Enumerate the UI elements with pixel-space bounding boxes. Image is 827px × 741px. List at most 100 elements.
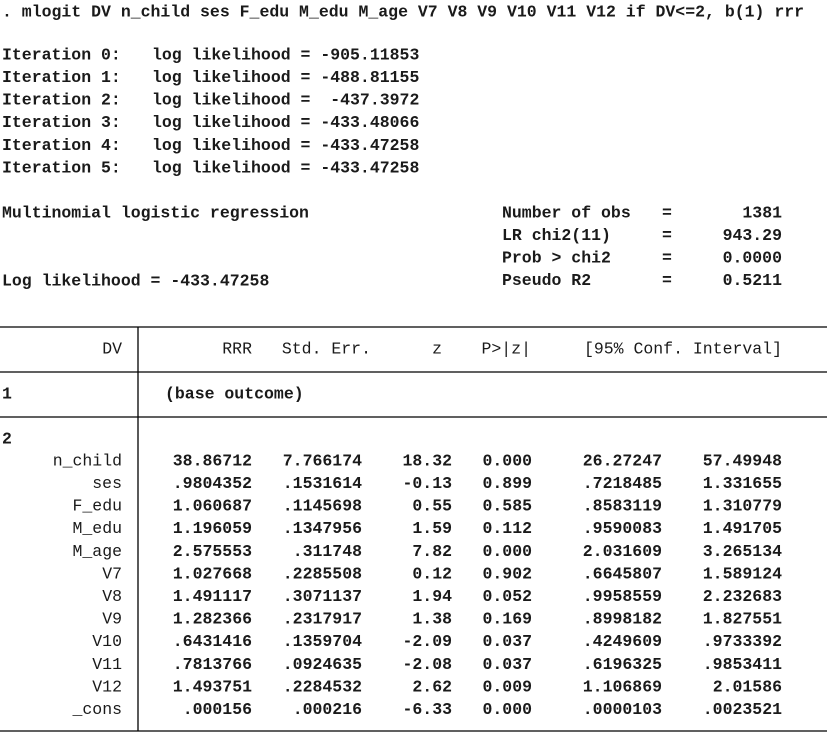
stat-eq: =	[662, 249, 672, 268]
cell: 7.82	[412, 542, 452, 561]
iteration-label: Iteration 4:	[2, 136, 121, 155]
cell: .7218485	[583, 474, 662, 493]
cell: 0.000	[482, 542, 532, 561]
cell: 0.585	[482, 497, 532, 516]
row-label: M_age	[72, 542, 122, 561]
cell: -6.33	[402, 700, 452, 719]
iteration-label: Iteration 5:	[2, 158, 121, 177]
cell: 1.060687	[173, 497, 252, 516]
column-header: RRR	[222, 339, 252, 358]
stat-eq: =	[662, 271, 672, 290]
cell: 1.331655	[703, 474, 782, 493]
stat-value: 943.29	[723, 226, 782, 245]
cell: .2284532	[283, 677, 362, 696]
cell: 1.106869	[583, 677, 662, 696]
cell: .8998182	[583, 610, 662, 629]
iteration-text: log likelihood = -433.48066	[152, 113, 419, 132]
cell: .1531614	[283, 474, 362, 493]
row-label: V12	[92, 677, 122, 696]
cell: 0.052	[482, 587, 532, 606]
cell: 1.491117	[173, 587, 252, 606]
cell: 3.265134	[703, 542, 782, 561]
cell: .3071137	[283, 587, 362, 606]
cell: 0.009	[482, 677, 532, 696]
cell: 1.59	[412, 519, 452, 538]
outcome-label: 2	[2, 429, 12, 448]
stat-label: Prob > chi2	[502, 249, 611, 268]
cell: 0.12	[412, 564, 452, 583]
iteration-text: log likelihood = -433.47258	[152, 158, 419, 177]
cell: 18.32	[402, 451, 452, 470]
row-label: M_edu	[72, 519, 122, 538]
cell: 0.112	[482, 519, 532, 538]
cell: 2.01586	[713, 677, 782, 696]
cell: 0.037	[482, 655, 532, 674]
command: . mlogit DV n_child ses F_edu M_edu M_ag…	[2, 2, 804, 21]
cell: .000216	[293, 700, 362, 719]
cell: 0.169	[482, 610, 532, 629]
cell: .7813766	[173, 655, 252, 674]
cell: .1145698	[283, 497, 362, 516]
column-header: P>|z|	[481, 339, 531, 358]
cell: 1.94	[412, 587, 452, 606]
base-note: (base outcome)	[165, 384, 304, 403]
column-header: z	[432, 339, 442, 358]
stat-value: 0.0000	[723, 249, 782, 268]
row-label: V10	[92, 632, 122, 651]
row-label: V7	[102, 564, 122, 583]
iteration-label: Iteration 1:	[2, 68, 121, 87]
cell: 0.902	[482, 564, 532, 583]
cell: .6196325	[583, 655, 662, 674]
row-label: V11	[92, 655, 122, 674]
log-likelihood: Log likelihood = -433.47258	[2, 271, 269, 290]
cell: 1.491705	[703, 519, 782, 538]
cell: .6431416	[173, 632, 252, 651]
cell: .6645807	[583, 564, 662, 583]
cell: .1347956	[283, 519, 362, 538]
cell: 57.49948	[703, 451, 782, 470]
column-header: Std. Err.	[282, 339, 371, 358]
row-label: ses	[92, 474, 122, 493]
stat-value: 0.5211	[723, 271, 783, 290]
cell: -0.13	[402, 474, 452, 493]
cell: 38.86712	[173, 451, 252, 470]
column-header: [95% Conf. Interval]	[584, 339, 782, 358]
stat-value: 1381	[742, 203, 782, 222]
cell: 1.310779	[703, 497, 782, 516]
cell: 2.031609	[583, 542, 662, 561]
cell: 1.827551	[703, 610, 782, 629]
cell: 7.766174	[283, 451, 362, 470]
cell: .0924635	[283, 655, 362, 674]
cell: -2.09	[402, 632, 452, 651]
row-label: V8	[102, 587, 122, 606]
stat-label: Pseudo R2	[502, 271, 591, 290]
row-label: F_edu	[72, 497, 122, 516]
iteration-label: Iteration 2:	[2, 91, 121, 110]
model-title: Multinomial logistic regression	[2, 203, 309, 222]
cell: .9590083	[583, 519, 662, 538]
cell: 1.196059	[173, 519, 252, 538]
cell: .8583119	[583, 497, 662, 516]
cell: 1.027668	[173, 564, 252, 583]
row-label: V9	[102, 610, 122, 629]
iteration-text: log likelihood = -433.47258	[152, 136, 419, 155]
iteration-text: log likelihood = -437.3972	[152, 91, 419, 110]
cell: .9804352	[173, 474, 252, 493]
stat-eq: =	[662, 226, 672, 245]
column-header: DV	[102, 339, 122, 358]
cell: .2285508	[283, 564, 362, 583]
cell: .4249609	[583, 632, 662, 651]
cell: 1.589124	[703, 564, 782, 583]
cell: 2.232683	[703, 587, 782, 606]
cell: 2.62	[412, 677, 452, 696]
row-label: n_child	[53, 451, 122, 470]
cell: 0.037	[482, 632, 532, 651]
iteration-label: Iteration 3:	[2, 113, 121, 132]
iteration-label: Iteration 0:	[2, 45, 121, 64]
cell: .0023521	[703, 700, 782, 719]
cell: 0.899	[482, 474, 532, 493]
stat-label: LR chi2(11)	[502, 226, 611, 245]
iteration-text: log likelihood = -488.81155	[152, 68, 419, 87]
cell: .1359704	[283, 632, 362, 651]
